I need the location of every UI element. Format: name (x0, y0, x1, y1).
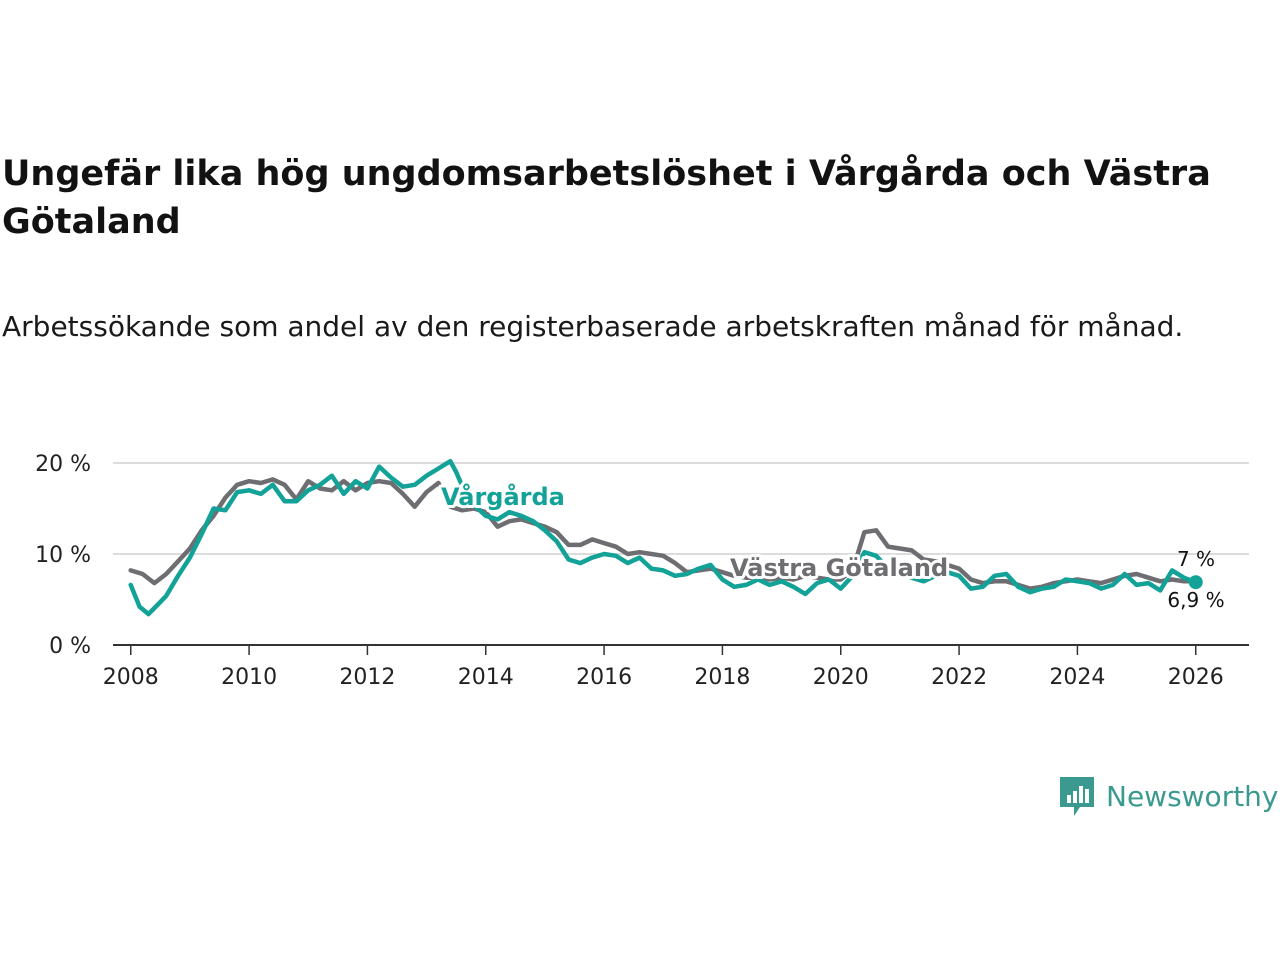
newsworthy-icon (1060, 777, 1094, 816)
x-tick-label: 2022 (931, 665, 987, 690)
x-tick-label: 2024 (1049, 665, 1105, 690)
y-tick-label: 10 % (35, 543, 91, 568)
brand-name: Newsworthy (1106, 779, 1279, 813)
series-label-vargarda: Vårgårda (441, 482, 565, 511)
y-tick-label: 20 % (35, 452, 91, 477)
end-label-vastra-gotaland: 7 % (1177, 547, 1215, 571)
x-tick-label: 2010 (221, 665, 277, 690)
x-tick-label: 2008 (103, 665, 159, 690)
x-tick-label: 2014 (458, 665, 514, 690)
chart-subtitle: Arbetssökande som andel av den registerb… (2, 310, 1184, 343)
x-tick-label: 2018 (694, 665, 750, 690)
chart-title: Ungefär lika hög ungdomsarbetslöshet i V… (2, 154, 1211, 242)
end-point-marker (1188, 575, 1203, 590)
newsworthy-logo: Newsworthy (1058, 773, 1279, 819)
series-label-vastra-gotaland: Västra Götaland (730, 554, 948, 582)
axes: 0 % 10 % 20 % 2008 2010 2012 2014 2016 2018 2020 2… (35, 452, 1249, 690)
x-tick-label: 2016 (576, 665, 632, 690)
series-lines (128, 458, 1198, 617)
x-tick-label: 2026 (1168, 665, 1224, 690)
y-tick-label: 0 % (49, 634, 91, 659)
series-line-v-rg-rda (128, 458, 1198, 617)
gridlines (113, 462, 1249, 555)
series-labels: Västra Götaland Vårgårda 7 % 6,9 % (438, 479, 1225, 612)
end-label-vargarda: 6,9 % (1167, 588, 1224, 612)
x-tick-label: 2012 (339, 665, 395, 690)
x-tick-label: 2020 (813, 665, 869, 690)
